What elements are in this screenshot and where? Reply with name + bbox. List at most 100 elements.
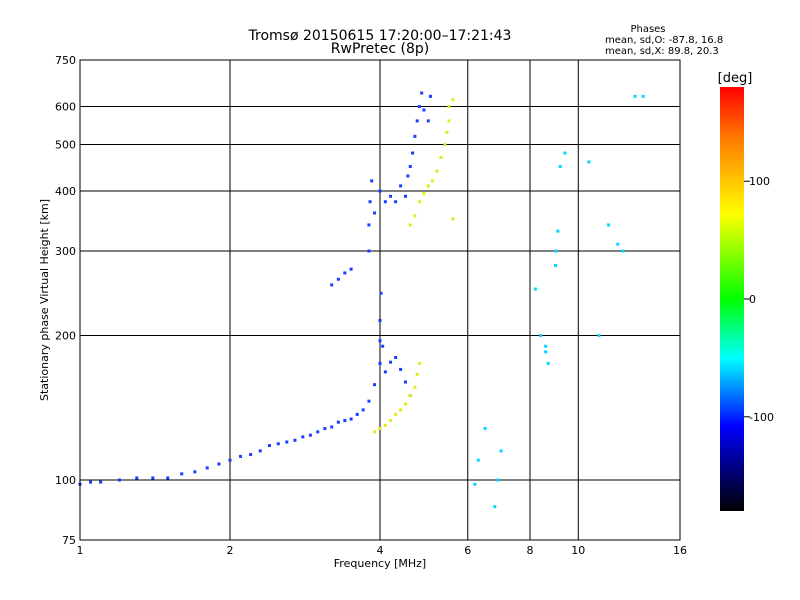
y-tick-label: 300 <box>55 245 76 258</box>
y-tick-label: 600 <box>55 101 76 114</box>
data-point <box>553 249 557 253</box>
data-point <box>383 423 387 427</box>
colorbar-tick-label: 100 <box>749 175 770 188</box>
data-point <box>276 442 280 446</box>
data-points <box>78 91 645 509</box>
data-point <box>420 91 424 95</box>
x-tick-label: 10 <box>571 544 585 557</box>
data-point <box>373 383 377 387</box>
chart-title: Tromsø 20150615 17:20:00–17:21:43 <box>248 28 512 44</box>
data-point <box>417 200 421 204</box>
data-point <box>343 419 347 423</box>
y-tick-label: 200 <box>55 330 76 343</box>
data-point <box>367 249 371 253</box>
data-point <box>205 466 209 470</box>
data-point <box>378 427 382 431</box>
data-point <box>408 164 412 168</box>
data-point <box>406 174 410 178</box>
data-point <box>399 367 403 371</box>
data-point <box>426 184 430 188</box>
data-point <box>239 454 243 458</box>
series-x-mode-lower-layer <box>373 361 421 434</box>
data-point <box>428 94 432 98</box>
data-point <box>439 155 443 159</box>
data-point <box>544 344 548 348</box>
data-point <box>408 223 412 227</box>
data-point <box>587 160 591 164</box>
x-tick-label: 4 <box>377 544 384 557</box>
x-tick-label: 8 <box>527 544 534 557</box>
data-point <box>135 476 139 480</box>
data-point <box>413 385 417 389</box>
data-point <box>431 179 435 183</box>
data-point <box>413 214 417 218</box>
data-point <box>301 435 305 439</box>
series-scattered-echoes <box>473 94 645 509</box>
data-point <box>258 449 262 453</box>
data-point <box>389 360 393 364</box>
data-point <box>349 267 353 271</box>
data-point <box>389 419 393 423</box>
data-point <box>336 277 340 281</box>
data-point <box>394 412 398 416</box>
data-point <box>381 344 385 348</box>
data-point <box>499 449 503 453</box>
colorbar: [deg] 100 0 -100 <box>718 71 774 511</box>
y-tick-label: 400 <box>55 185 76 198</box>
data-point <box>607 223 611 227</box>
series-o-mode-upper-layer <box>330 91 432 287</box>
data-point <box>308 433 312 437</box>
data-point <box>426 119 430 123</box>
data-point <box>367 223 371 227</box>
data-point <box>443 143 447 147</box>
data-point <box>228 458 232 462</box>
data-point <box>180 472 184 476</box>
data-point <box>370 179 374 183</box>
data-point <box>558 164 562 168</box>
data-point <box>415 119 419 123</box>
data-point <box>355 412 359 416</box>
data-point <box>544 350 548 354</box>
x-axis-label: Frequency [MHz] <box>334 557 426 570</box>
data-point <box>249 453 253 457</box>
x-tick-label: 6 <box>464 544 471 557</box>
colorbar-gradient <box>720 87 744 511</box>
data-point <box>383 200 387 204</box>
data-point <box>539 334 543 338</box>
x-tick-label: 16 <box>673 544 687 557</box>
x-tick-label: 1 <box>77 544 84 557</box>
data-point <box>378 339 382 343</box>
data-point <box>435 169 439 173</box>
data-point <box>373 211 377 215</box>
data-point <box>597 334 601 338</box>
grid-lines <box>80 60 680 540</box>
data-point <box>378 318 382 322</box>
data-point <box>373 430 377 434</box>
data-point <box>415 372 419 376</box>
stats-heading: Phases <box>630 24 665 35</box>
data-point <box>621 249 625 253</box>
data-point <box>633 94 637 98</box>
data-point <box>422 192 426 196</box>
data-point <box>533 287 537 291</box>
data-point <box>417 105 421 109</box>
data-point <box>483 427 487 431</box>
data-point <box>336 420 340 424</box>
data-point <box>403 402 407 406</box>
y-axis-label: Stationary phase Virtual Height [km] <box>38 199 51 401</box>
data-point <box>368 200 372 204</box>
data-point <box>383 370 387 374</box>
data-point <box>641 94 645 98</box>
data-point <box>117 478 121 482</box>
data-point <box>330 425 334 429</box>
data-point <box>553 263 557 267</box>
colorbar-tick-label: 0 <box>749 293 756 306</box>
data-point <box>89 480 93 484</box>
data-point <box>411 151 415 155</box>
x-tick-label: 2 <box>227 544 234 557</box>
data-point <box>349 417 353 421</box>
data-point <box>447 105 451 109</box>
series-o-mode-lower-layer <box>78 291 412 486</box>
data-point <box>403 380 407 384</box>
